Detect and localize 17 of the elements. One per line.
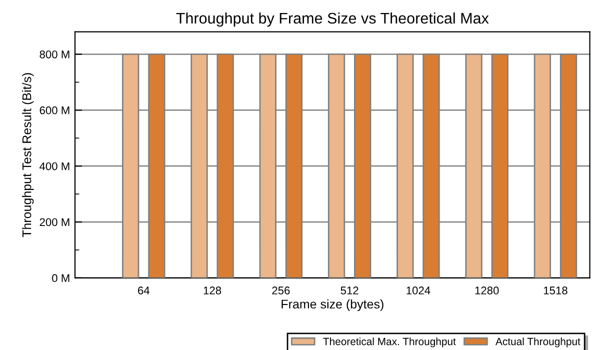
x-axis-title: Frame size (bytes) <box>282 299 384 312</box>
y-tick-label: 200 M <box>40 218 70 226</box>
y-tick-label: 600 M <box>40 106 70 114</box>
x-tick-label: 1518 <box>544 286 568 294</box>
x-tick-label: 128 <box>204 286 222 294</box>
x-tick-label: 64 <box>138 286 150 294</box>
x-tick-label: 1024 <box>406 286 430 294</box>
y-tick-label: 400 M <box>40 162 70 170</box>
legend-label: Theoretical Max. Throughput <box>323 338 456 348</box>
y-tick-label: 0 M <box>52 274 70 282</box>
y-axis-title: Throughput Test Result (Bit/s) <box>22 73 34 238</box>
y-tick-label: 800 M <box>40 50 70 58</box>
chart-title: Throughput by Frame Size vs Theoretical Max <box>176 12 489 27</box>
x-tick-label: 256 <box>272 286 290 294</box>
x-tick-label: 512 <box>340 286 358 294</box>
legend-label: Actual Throughput <box>496 338 580 348</box>
x-tick-label: 1280 <box>475 286 499 294</box>
